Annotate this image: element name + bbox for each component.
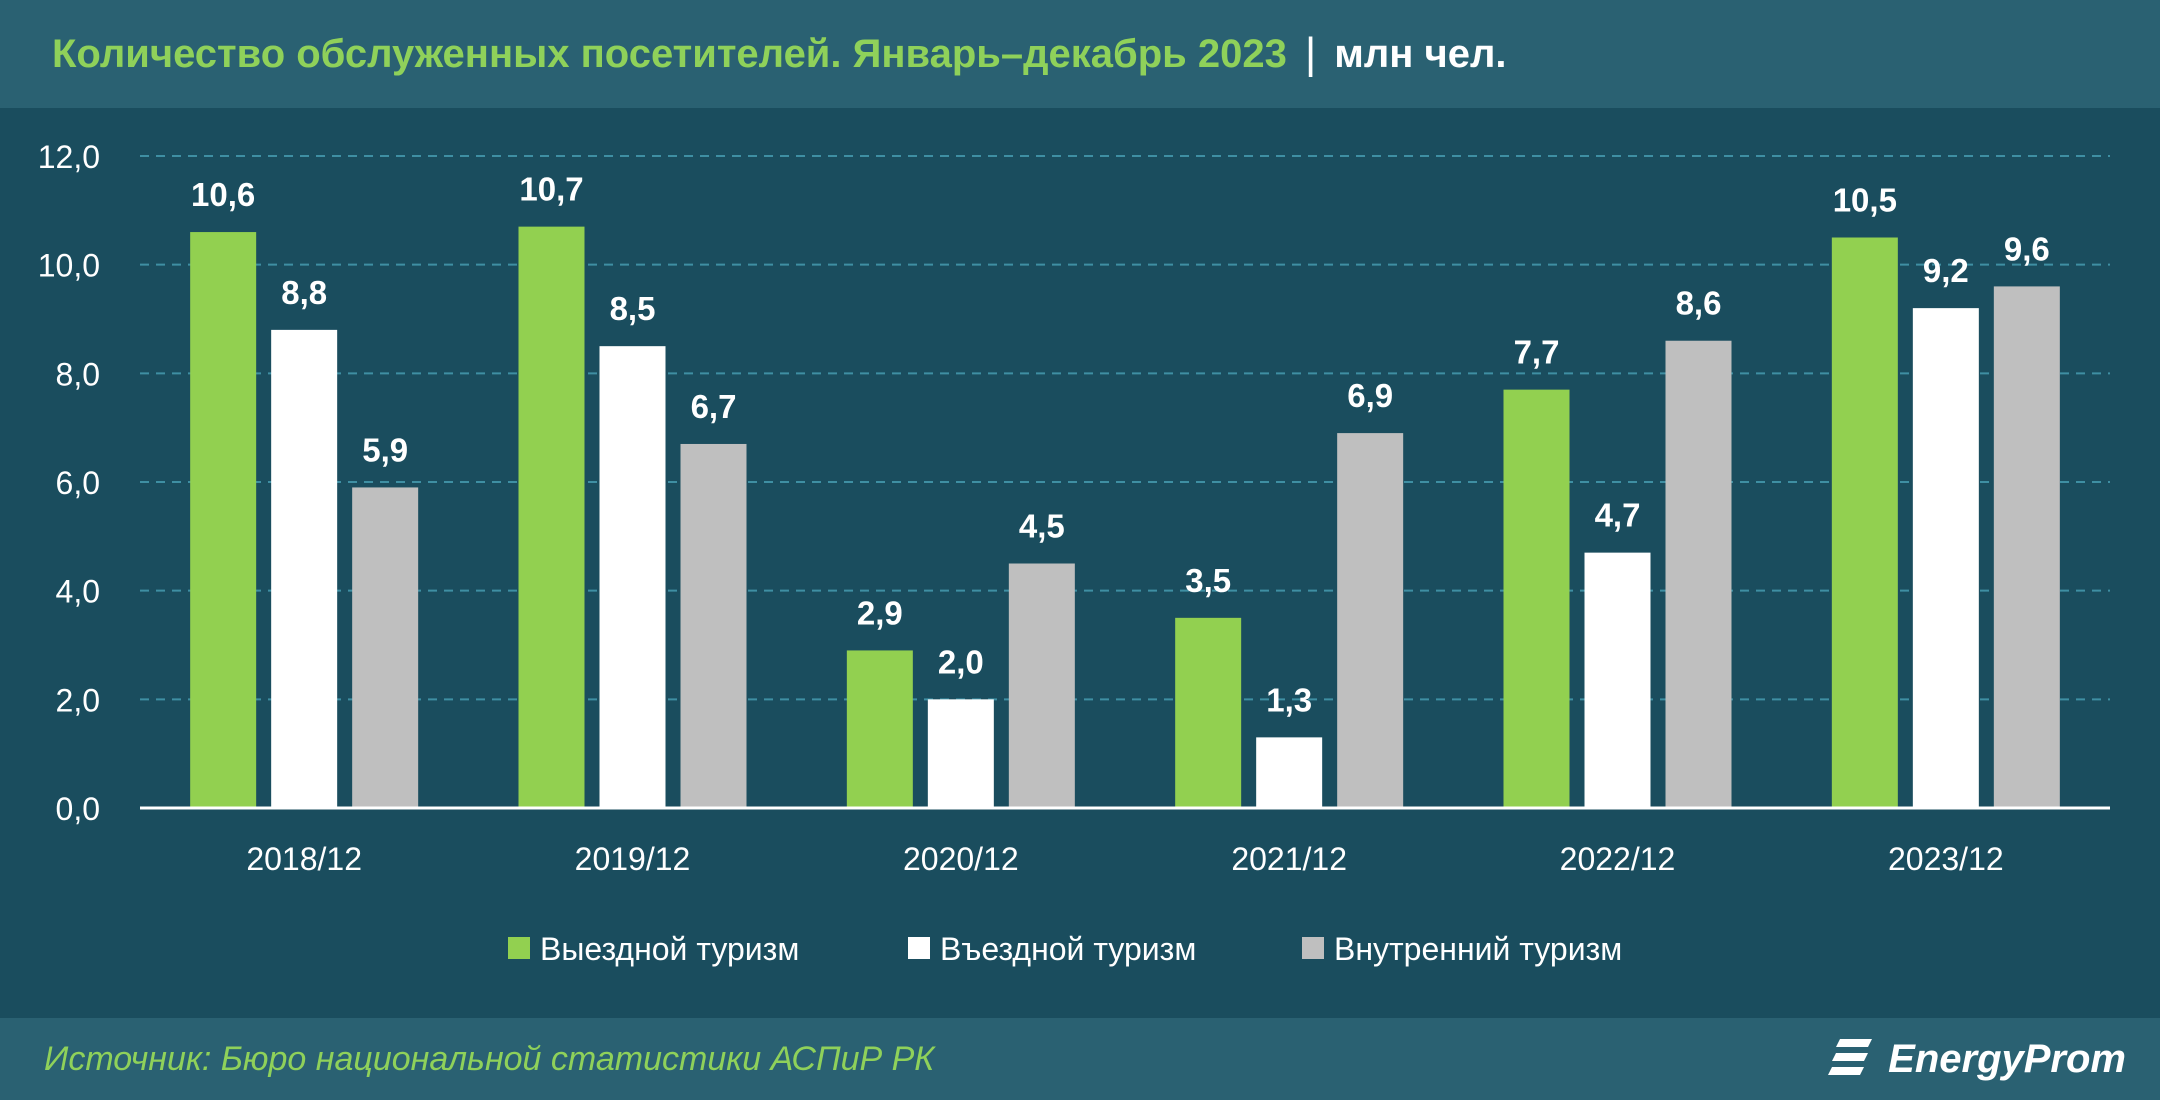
x-tick-label: 2021/12 <box>1231 841 1347 877</box>
bar <box>1256 737 1323 808</box>
y-axis-tick-labels: 0,0 2,0 4,0 6,0 8,0 10,0 12,0 <box>38 139 100 827</box>
source-note: Источник: Бюро национальной статистики А… <box>44 1039 935 1078</box>
data-label: 3,5 <box>1185 562 1231 599</box>
data-label: 9,2 <box>1923 252 1969 289</box>
x-tick-label: 2022/12 <box>1560 841 1676 877</box>
y-tick-label: 6,0 <box>56 465 100 501</box>
x-axis-tick-labels: 2018/12 2019/12 2020/12 2021/12 2022/12 2023/… <box>246 841 2003 877</box>
bar <box>1665 340 1732 808</box>
chart-unit: млн чел. <box>1334 31 1507 76</box>
logo-lines-icon <box>1828 1039 1873 1075</box>
data-label: 4,5 <box>1019 508 1065 545</box>
data-label: 1,3 <box>1266 681 1312 718</box>
y-tick-label: 10,0 <box>38 248 100 284</box>
y-tick-label: 12,0 <box>38 139 100 175</box>
bar <box>927 699 994 808</box>
x-tick-label: 2023/12 <box>1888 841 2004 877</box>
logo-text: EnergyProm <box>1888 1036 2126 1081</box>
data-labels: 10,6 8,8 5,9 10,7 8,5 6,7 2,9 2,0 4,5 3,5 1,3 6,9 7,… <box>191 171 2050 719</box>
legend-swatch <box>508 937 530 959</box>
bar <box>1503 389 1570 808</box>
bar <box>680 443 747 808</box>
data-label: 10,5 <box>1833 182 1897 219</box>
y-tick-label: 8,0 <box>56 356 100 392</box>
bar <box>1584 552 1651 808</box>
data-label: 6,7 <box>691 388 737 425</box>
data-label: 10,6 <box>191 176 255 213</box>
bar <box>1831 237 1898 808</box>
bar <box>190 232 257 809</box>
footer: Источник: Бюро национальной статистики А… <box>0 1018 2160 1100</box>
chart-title: Количество обслуженных посетителей. Янва… <box>52 31 1287 76</box>
bar <box>846 650 913 808</box>
bar <box>1993 286 2060 808</box>
bars <box>190 226 2060 809</box>
y-tick-label: 2,0 <box>56 682 100 718</box>
legend-label: Въездной туризм <box>940 931 1196 967</box>
x-tick-label: 2018/12 <box>246 841 362 877</box>
data-label: 9,6 <box>2004 230 2050 267</box>
data-label: 8,6 <box>1676 285 1722 322</box>
bar <box>1912 308 1979 808</box>
x-tick-label: 2020/12 <box>903 841 1019 877</box>
data-label: 2,0 <box>938 643 984 680</box>
legend-swatch <box>908 937 930 959</box>
y-tick-label: 0,0 <box>56 791 100 827</box>
data-label: 5,9 <box>362 431 408 468</box>
legend-label: Внутренний туризм <box>1334 931 1622 967</box>
bar <box>271 329 338 808</box>
grid-lines <box>140 155 2110 701</box>
legend-swatch <box>1302 937 1324 959</box>
data-label: 8,8 <box>281 274 327 311</box>
bar <box>1008 563 1075 808</box>
data-label: 4,7 <box>1595 497 1641 534</box>
legend-label: Выездной туризм <box>540 931 799 967</box>
data-label: 7,7 <box>1514 334 1560 371</box>
bar <box>1337 433 1404 808</box>
bar <box>518 226 585 809</box>
bar <box>1175 617 1242 808</box>
bar <box>599 346 666 808</box>
data-label: 2,9 <box>857 594 903 631</box>
data-label: 8,5 <box>610 290 656 327</box>
data-label: 6,9 <box>1347 377 1393 414</box>
legend: Выездной туризм Въездной туризм Внутренний… <box>508 931 1622 967</box>
y-tick-label: 4,0 <box>56 574 100 610</box>
data-label: 10,7 <box>519 171 583 208</box>
bar-chart: 0,0 2,0 4,0 6,0 8,0 10,0 12,0 10,6 8,8 5,9 10,7 8,… <box>38 139 2110 967</box>
bar <box>352 487 419 808</box>
energyprom-logo: EnergyProm <box>1826 1033 2126 1085</box>
title-separator: | <box>1304 29 1317 78</box>
x-tick-label: 2019/12 <box>575 841 691 877</box>
title-bar: Количество обслуженных посетителей. Янва… <box>0 0 2160 108</box>
